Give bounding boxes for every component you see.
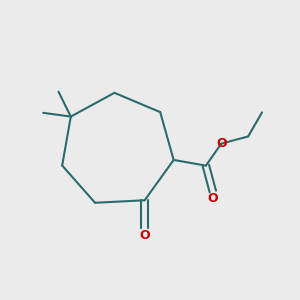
Text: O: O	[140, 229, 150, 242]
Text: O: O	[216, 137, 226, 150]
Text: O: O	[208, 192, 218, 205]
